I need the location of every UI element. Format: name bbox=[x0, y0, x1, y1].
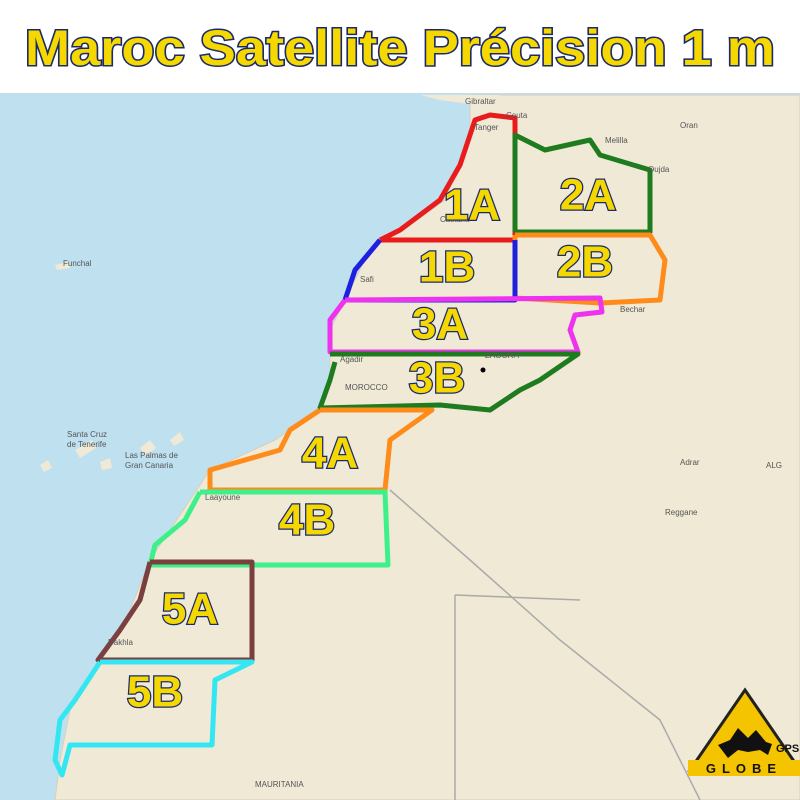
place-name: Funchal bbox=[63, 259, 92, 268]
zone-5b bbox=[52, 659, 255, 778]
place-name: Tanger bbox=[474, 123, 499, 132]
logo-gps: GPS bbox=[776, 743, 799, 755]
place-name: MAURITANIA bbox=[255, 780, 304, 789]
place-name: ALG bbox=[766, 461, 782, 470]
zone-label: 3B bbox=[409, 354, 465, 403]
land-spain bbox=[420, 95, 500, 104]
place-name: de Tenerife bbox=[67, 440, 107, 449]
place-name: Dakhla bbox=[108, 638, 133, 647]
place-name: Gran Canaria bbox=[125, 461, 174, 470]
place-name: Reggane bbox=[665, 508, 698, 517]
zone-label: 4A bbox=[302, 429, 358, 478]
place-name: Gibraltar bbox=[465, 97, 496, 106]
land-madeira bbox=[55, 262, 70, 270]
logo-camel bbox=[718, 728, 772, 758]
place-name: MOROCCO bbox=[345, 383, 388, 392]
zone-5a bbox=[95, 559, 255, 663]
land-canaries bbox=[40, 432, 184, 472]
place-name: Oujda bbox=[648, 165, 670, 174]
place-name: Safi bbox=[360, 275, 374, 284]
zone-label: 3A bbox=[412, 300, 468, 349]
border bbox=[389, 489, 701, 800]
place-name: Casabla bbox=[440, 215, 470, 224]
place-name: Melilla bbox=[605, 136, 628, 145]
zone-label: 2B bbox=[557, 238, 613, 287]
zagora-dot bbox=[480, 367, 486, 373]
logo-band bbox=[688, 760, 800, 776]
place-name: Oran bbox=[680, 121, 698, 130]
place-name: Bechar bbox=[620, 305, 646, 314]
zone-label: 1A bbox=[444, 181, 500, 230]
place-name: Laayoune bbox=[205, 493, 241, 502]
place-name: Las Palmas de bbox=[125, 451, 178, 460]
zone-label: 4B bbox=[279, 496, 335, 545]
title-bar bbox=[0, 0, 800, 93]
zone-2a bbox=[512, 132, 653, 235]
logo-globe: GLOBE bbox=[706, 761, 782, 776]
logo: GPS GLOBE bbox=[687, 687, 800, 776]
zone-3a bbox=[327, 295, 605, 355]
zone-label: 2A bbox=[560, 171, 616, 220]
place-name: Ceuta bbox=[506, 111, 528, 120]
place-name: Agadir bbox=[340, 355, 363, 364]
place-name: ZAGORA bbox=[485, 351, 519, 360]
zone-label: 5B bbox=[127, 668, 183, 717]
title: Maroc Satellite Précision 1 m bbox=[25, 20, 775, 76]
zone-label: 5A bbox=[162, 585, 218, 634]
place-name: Santa Cruz bbox=[67, 430, 107, 439]
zone-label: 1B bbox=[419, 243, 475, 292]
zone-3b bbox=[317, 351, 581, 413]
place-name: Adrar bbox=[680, 458, 700, 467]
